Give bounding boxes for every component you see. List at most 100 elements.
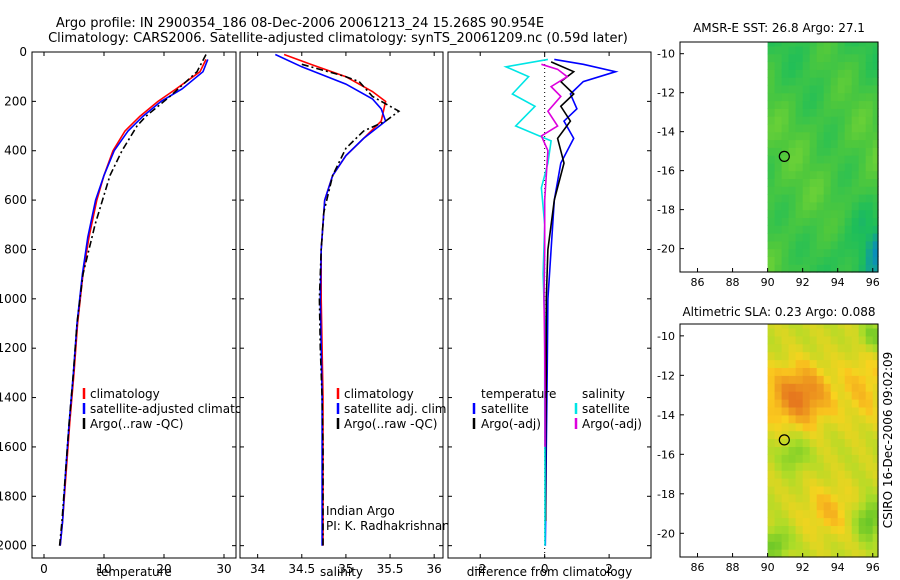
sst-map-cell — [865, 240, 874, 250]
sst-map-cell — [837, 69, 846, 78]
sla-map-cell — [858, 351, 867, 361]
sla-map-cell — [781, 462, 790, 471]
sla-map-cell — [767, 391, 776, 400]
sla-map-cell — [809, 359, 818, 368]
sst-map-cell — [844, 155, 853, 164]
sst-map-cell — [823, 61, 832, 70]
sst-map-cell — [865, 178, 874, 187]
sla-map-cell — [809, 422, 818, 432]
sst-map-cell — [858, 131, 867, 141]
sst-map-cell — [767, 53, 776, 63]
sst-map-cell — [837, 53, 846, 63]
sla-map-cell — [865, 375, 874, 384]
sla-map-cell — [851, 327, 860, 337]
sla-map-cell — [858, 375, 867, 384]
sla-map-cell — [844, 454, 853, 463]
sst-map-cell — [795, 225, 804, 234]
sla-map-cell — [788, 335, 797, 345]
sla-map-cell — [830, 383, 839, 392]
sla-map-cell — [823, 324, 832, 329]
sla-map-cell — [872, 493, 879, 503]
sla-map-cell — [774, 335, 783, 345]
sla-map-cell — [865, 335, 874, 345]
depth-tick-label: 0 — [19, 45, 27, 59]
sst-map-cell — [802, 194, 811, 203]
depth-tick-label: 600 — [4, 193, 27, 207]
sst-map-cell — [837, 139, 846, 148]
sla-map-cell — [809, 454, 818, 463]
sst-map-cell — [795, 178, 804, 187]
sla-map-cell — [851, 422, 860, 432]
sst-map-cell — [872, 53, 879, 63]
temperature-xlabel: temperature — [96, 565, 171, 579]
sst-map-cell — [830, 240, 839, 250]
sst-map-cell — [830, 116, 839, 125]
sst-map-cell — [872, 162, 879, 172]
sst-map-cell — [837, 155, 846, 164]
sla-map-xtick-label: 88 — [726, 561, 740, 574]
sst-map-cell — [809, 42, 818, 47]
sst-map-cell — [823, 155, 832, 164]
sst-map-cell — [809, 240, 818, 250]
sst-map-cell — [781, 209, 790, 218]
sst-map-cell — [872, 45, 879, 55]
sst-map-cell — [767, 186, 776, 195]
sla-map-cell — [795, 478, 804, 487]
sst-map-cell — [823, 69, 832, 78]
sla-map-cell — [844, 517, 853, 526]
sst-map-cell — [858, 42, 867, 47]
sla-map-cell — [851, 343, 860, 353]
temperature-legend-label: temperature — [481, 387, 556, 401]
sla-map-cell — [816, 462, 825, 471]
sla-map-cell — [788, 375, 797, 384]
sst-map-cell — [816, 155, 825, 164]
sst-map-cell — [788, 264, 797, 273]
sst-map-cell — [851, 170, 860, 179]
sst-map-cell — [802, 201, 811, 211]
sst-map-cell — [851, 131, 860, 141]
sla-map-cell — [844, 478, 853, 487]
sla-map-cell — [851, 509, 860, 519]
sst-map-cell — [809, 139, 818, 148]
sst-map-cell — [802, 256, 811, 265]
sla-map-cell — [837, 343, 846, 353]
sst-map-cell — [781, 116, 790, 125]
sla-map-cell — [767, 414, 776, 424]
sla-map-cell — [830, 549, 839, 558]
sst-map-cell — [851, 248, 860, 257]
sst-map-cell — [788, 45, 797, 55]
sst-map-cell — [844, 217, 853, 226]
sst-map-cell — [851, 92, 860, 102]
sla-map-cell — [809, 343, 818, 353]
sla-map-cell — [767, 501, 776, 511]
sst-map-cell — [823, 170, 832, 179]
sla-map-cell — [816, 422, 825, 432]
sst-map-cell — [802, 155, 811, 164]
sst-map-cell — [788, 92, 797, 102]
sst-map-cell — [774, 77, 783, 86]
sst-map-cell — [872, 139, 879, 148]
sst-map-cell — [865, 217, 874, 226]
sla-map-cell — [774, 485, 783, 495]
sst-map-cell — [781, 61, 790, 70]
sst-map-cell — [823, 147, 832, 156]
sst-map-cell — [872, 147, 879, 156]
sst-map-cell — [872, 84, 879, 94]
sst-map-cell — [851, 139, 860, 148]
sla-map-cell — [774, 414, 783, 424]
sla-map-cell — [844, 383, 853, 392]
sla-map-cell — [781, 501, 790, 511]
sst-map-cell — [851, 53, 860, 63]
sst-map-cell — [809, 248, 818, 257]
sst-map-cell — [851, 209, 860, 218]
depth-tick-label: 400 — [4, 144, 27, 158]
sla-map-cell — [837, 359, 846, 368]
sst-map-cell — [781, 162, 790, 172]
sst-map-frame — [679, 41, 879, 273]
sla-map-cell — [858, 462, 867, 471]
sst-map-cell — [858, 178, 867, 187]
sst-map-cell — [844, 131, 853, 141]
sst-map-cell — [816, 116, 825, 125]
sla-map-cell — [809, 541, 818, 550]
sla-map-cell — [872, 485, 879, 495]
